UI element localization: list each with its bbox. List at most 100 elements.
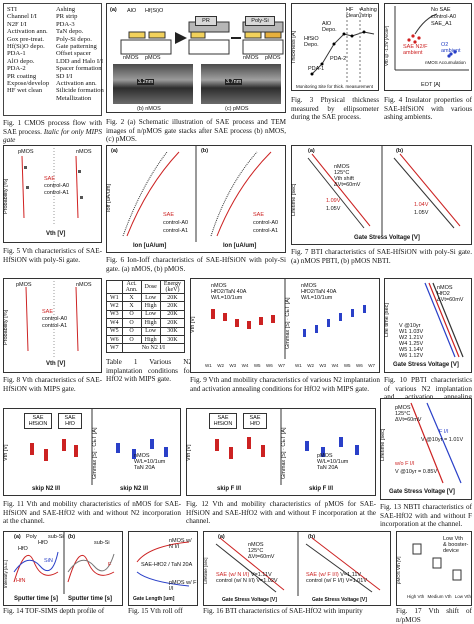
fig9-panel: nMOS HfO2/TaN 40A W/L=10/1um nMOS HfO2/TaN … xyxy=(190,278,380,373)
fig14-plot xyxy=(13,532,115,594)
fig14-caption: Fig. 14 TOF-SIMS depth profile of xyxy=(3,607,105,615)
flow-step: Poly-Si depo. xyxy=(56,35,92,43)
fig7-panel: (a) (b) nMOS 125°C Vth shift ΔVt=60mV 1.09V… xyxy=(291,145,472,245)
fig14-xlabel-a: Sputter time [s] xyxy=(14,596,59,602)
flow-step: Activation ann. xyxy=(7,28,48,36)
fig9-ylabel-right: Gmmax [S] · CET [A] xyxy=(285,297,291,349)
fig7a-label: (a) xyxy=(308,148,315,154)
fig17-plot xyxy=(412,543,462,581)
fig15-plot xyxy=(136,541,190,587)
flow-step: LDD and Halo I/I xyxy=(56,57,104,65)
fig6-legend-1: control-A0 xyxy=(163,220,189,226)
fig9-cats-right: W1 W2 W3 W4 W5 W6 W7 xyxy=(295,363,375,368)
fig5-legend-1: control-A0 xyxy=(44,183,70,189)
fig3-label-pda2: PDA-2 xyxy=(330,56,347,62)
fig3-label-ash: Ashing /strip xyxy=(360,7,377,19)
fig8-legend-1: control-A0 xyxy=(42,316,68,322)
fig3-caption: Fig. 3 Physical thickness measured by el… xyxy=(291,96,379,122)
fig12-ylabel1: Vth [V] xyxy=(186,444,192,461)
fig2-alo-label: AlO xyxy=(127,8,137,14)
flow-step: Spacer formation xyxy=(56,65,102,73)
fig8-legend-2: control-A1 xyxy=(42,323,68,329)
fig8-panel: pMOS nMOS SAE control-A0 control-A1 Prob… xyxy=(3,278,102,373)
fig11-panel: SAE HfSiON SAE HfO nMOS W/L=10/1um TaN 20A… xyxy=(3,408,181,496)
fig14-label-subsi: sub-Si xyxy=(94,540,110,546)
fig12-panel: SAE HfSiON SAE HfO pMOS W/L=10/1um TaN 20A… xyxy=(186,408,376,496)
fig8-pmos: pMOS xyxy=(16,282,32,288)
fig16-xlabel-b: Gate Stress Voltage [V] xyxy=(312,597,367,603)
fig2-panel: (a) AlO Hf(Si)O PR Poly-Si nMOS pMOS nMO… xyxy=(106,3,286,113)
fig13-plot xyxy=(410,402,462,484)
fig16-ylabel: Lifetime [sec] xyxy=(203,557,208,584)
flow-step: Ashing xyxy=(56,6,76,13)
fig7-val-2: 1.04V xyxy=(414,202,429,208)
flow-step: PR strip xyxy=(56,13,78,21)
fig15-xlabel: Gate Length [um] xyxy=(133,596,175,602)
table1: Act. Ann. Dose Energy (keV) W1 X Low 20K W2 X H… xyxy=(106,280,186,353)
fig6b-legend-1: control-A0 xyxy=(253,220,279,226)
fig17-panel: Low Vth & booster-device pMOS Vth [V] Hig… xyxy=(396,531,472,606)
fig12-plot xyxy=(215,409,359,485)
fig11-ylabel2: Gmmax [S] · CET [A] xyxy=(92,427,98,479)
fig4-legend-0: No SAE xyxy=(431,7,451,13)
fig5-caption: Fig. 5 Vth characteristics of SAE-HfSiON… xyxy=(3,247,102,264)
fig10-annotation: nMOS HfO2 ΔVt=60mV xyxy=(437,285,464,303)
fig16-panel: (a) (b) nMOS 125°C ΔVt=60mV SAE (w/ N I/I)… xyxy=(203,531,391,606)
fig13-l1: F I/I xyxy=(439,429,449,435)
fig10-ylabel: Life time [sec] xyxy=(384,303,390,337)
fig10-panel: nMOS HfO2 ΔVt=60mV V @10yr W1 1.03V W2 1.2… xyxy=(384,278,472,373)
fig5-nmos: nMOS xyxy=(76,149,92,155)
flow-step: Channel I/I xyxy=(7,13,37,21)
fig16a-label: (a) xyxy=(218,534,225,540)
tem2-thickness: 3.7nm xyxy=(225,79,243,85)
fig9-annotation-b: nMOS HfO2/TaN 40A W/L=10/1um xyxy=(301,283,337,301)
fig2c-label: (c) pMOS xyxy=(225,106,249,112)
fig14b-label: (b) xyxy=(68,534,76,540)
fig15-panel: nMOS w/ N I/I SAE-HfO2 / TaN 20A pMOS w/… xyxy=(128,531,198,606)
flow-step: STI xyxy=(7,6,17,13)
fig4-legend-2: SAE_A1 xyxy=(431,21,452,27)
process-flow-box: STI Channel I/I N2F I/I Activation ann. Gox … xyxy=(3,3,104,116)
fig13-caption: Fig. 13 NBTI characteristics of SAE-HfO2… xyxy=(380,503,472,529)
fig6b-legend-0: SAE xyxy=(253,212,265,218)
fig14-label-sin: SiN xyxy=(44,558,53,564)
fig7-xlabel: Gate Stress Voltage [V] xyxy=(354,235,420,241)
fig16-plot xyxy=(215,532,381,596)
fig4-panel: No SAE control-A0 SAE_A1 SAE N2/F ambien… xyxy=(384,3,472,91)
fig12-xlabel-a: skip F I/I xyxy=(217,486,242,492)
flow-col-1: STI Channel I/I N2F I/I Activation ann. Gox … xyxy=(7,6,57,95)
fig5-ylabel: Probability [%] xyxy=(3,178,9,214)
fig2-hfsio-label: Hf(Si)O xyxy=(145,8,164,14)
fig7-caption: Fig. 7 BTI characteristics of SAE-HfSiON… xyxy=(291,248,472,265)
fig14a-label: (a) xyxy=(14,534,21,540)
fig11-caption: Fig. 11 Vth and mobility characteristics… xyxy=(3,500,181,526)
fig3-label-pda1: PDA-1 xyxy=(308,66,325,72)
flow-step: HF wet clean xyxy=(7,87,43,95)
fig17-ylabel: pMOS Vth [V] xyxy=(396,556,401,584)
fig6-legend-0: SAE xyxy=(163,212,175,218)
fig15-caption: Fig. 15 Vth roll off xyxy=(128,607,183,615)
fig11-ylabel1: Vth [V] xyxy=(3,444,9,461)
fig14-label-hfo: HfO xyxy=(18,546,28,552)
fig13-v2: V @10yr = 0.85V xyxy=(395,469,438,475)
fig3-ylabel: Thickness [A] xyxy=(291,30,297,64)
flow-step: Hf(Si)O depo. xyxy=(7,43,45,51)
flow-col-2: Ashing PR strip PDA-3 TaN depo. Poly-Si depo… xyxy=(56,6,104,102)
flow-step: PDA-3 xyxy=(56,20,75,28)
fig10-legend: V @10yr W1 1.03V W2 1.21V W4 1.25V W5 1.… xyxy=(399,323,437,359)
fig13-xlabel: Gate Stress Voltage [V] xyxy=(389,489,455,495)
tem-image-nmos: 3.2nm xyxy=(113,64,193,104)
fig6-ylabel: Ioff [uA/um] xyxy=(106,183,112,212)
fig14-top-2: sub-Si xyxy=(48,534,64,540)
fig7-ylabel: Lifetime [sec] xyxy=(291,183,297,216)
fig12-ylabel2: Gmmax [S] · CET [A] xyxy=(281,427,287,479)
fig11-annotation: nMOS W/L=10/1um TaN 20A xyxy=(134,453,166,471)
fig3-label-alo: AlO Depo. xyxy=(322,21,337,33)
flow-step: Silicide formation xyxy=(56,87,104,95)
flow-step: Gox pre-treat. xyxy=(7,35,44,43)
fig7-annotation: nMOS 125°C Vth shift ΔVt=60mV xyxy=(334,164,361,188)
fig8-nmos: nMOS xyxy=(76,282,92,288)
fig3-label-hf: HF clean xyxy=(346,7,360,19)
fig16-xlabel-a: Gate Stress Voltage [V] xyxy=(222,597,277,603)
fig12-xlabel-b: skip F I/I xyxy=(309,486,334,492)
